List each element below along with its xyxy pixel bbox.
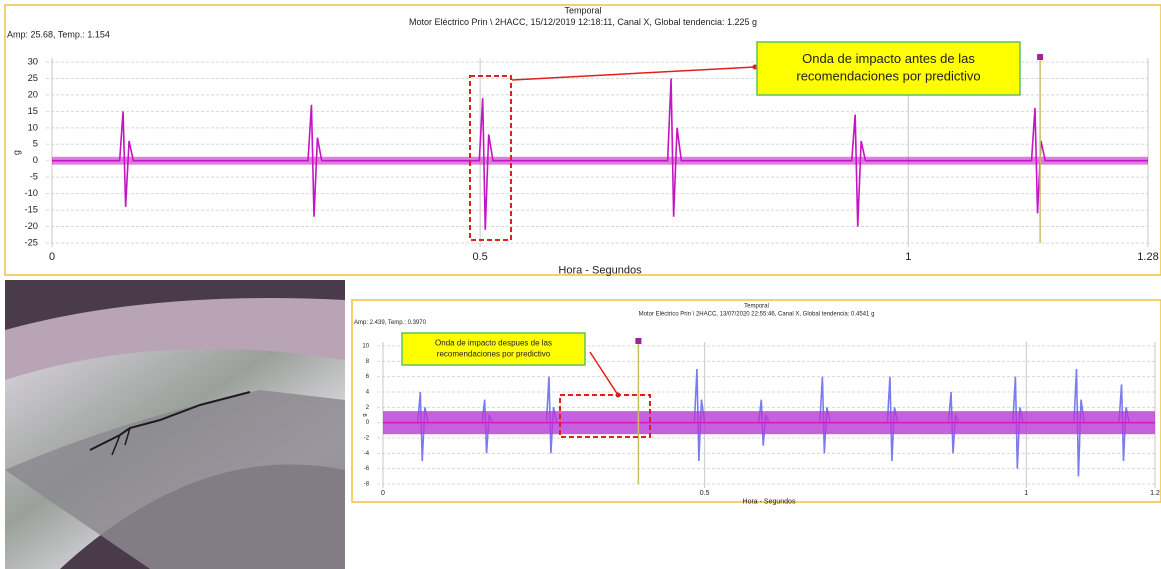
chart: Temporal Motor Eléctrico Prin \ 2HACC, 15… (5, 5, 1161, 276)
y-tick-label: -15 (24, 205, 38, 215)
chart-subtitle: Motor Eléctrico Prin \ 2HACC, 15/12/2019… (409, 17, 757, 27)
x-axis-label: Hora - Segundos (558, 264, 642, 276)
x-tick-label: 1.2 (1150, 490, 1160, 497)
cursor-marker (635, 338, 641, 344)
x-tick-label: 1 (905, 251, 911, 263)
y-tick-label: 5 (33, 139, 38, 149)
readout: Amp: 2.439, Temp.: 0.3970 (354, 320, 427, 326)
y-tick-label: -4 (364, 451, 370, 457)
y-tick-label: 30 (28, 56, 38, 66)
x-tick-label: 1.28 (1137, 251, 1158, 263)
cursor-marker (1037, 54, 1043, 60)
chart-subtitle: Motor Eléctrico Prin \ 2HACC, 13/07/2020… (639, 311, 875, 317)
y-tick-label: 0 (33, 155, 38, 165)
y-tick-label: 2 (366, 405, 369, 411)
annotation-text: recomendaciones por predictivo (437, 350, 551, 359)
y-tick-label: 25 (28, 73, 38, 83)
page: Temporal Motor Eléctrico Prin \ 2HACC, 15… (0, 0, 1161, 569)
chart-title: Temporal (744, 304, 769, 310)
chart-title: Temporal (564, 5, 601, 15)
y-tick-label: -2 (364, 436, 369, 442)
photo (5, 280, 345, 569)
x-axis-label: Hora - Segundos (743, 498, 796, 505)
x-tick-label: 0.5 (700, 490, 710, 497)
y-tick-label: 10 (28, 122, 38, 132)
y-tick-label: -20 (24, 221, 38, 231)
annotation-text: Onda de impacto despues de las (435, 339, 552, 348)
x-tick-label: 0.5 (472, 251, 487, 263)
y-tick-label: -5 (30, 172, 38, 182)
y-tick-label: -6 (364, 466, 370, 472)
y-axis-label: g (11, 150, 21, 155)
chart-frame (352, 300, 1161, 502)
x-tick-label: 1 (1024, 490, 1028, 497)
readout: Amp: 25.68, Temp.: 1.154 (7, 30, 110, 40)
y-tick-label: -25 (24, 237, 38, 247)
y-tick-label: -10 (24, 188, 38, 198)
x-tick-label: 0 (49, 251, 55, 263)
annotation-text: recomendaciones por predictivo (796, 69, 980, 84)
y-axis-label: g (362, 413, 368, 416)
y-tick-label: 10 (362, 344, 369, 350)
y-tick-label: -8 (364, 482, 370, 488)
arrow-head (616, 393, 621, 398)
annotation-text: Onda de impacto antes de las (802, 51, 975, 66)
y-tick-label: 20 (28, 89, 38, 99)
y-tick-label: 15 (28, 106, 38, 116)
x-tick-label: 0 (381, 490, 385, 497)
